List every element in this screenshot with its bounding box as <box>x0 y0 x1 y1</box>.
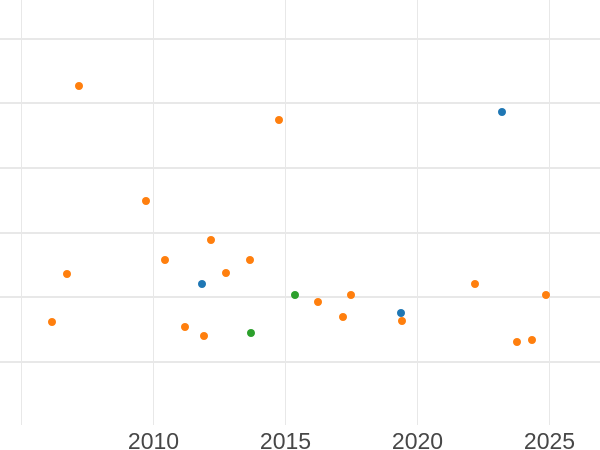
x-tick-label-2025: 2025 <box>523 428 576 450</box>
x-gridline-2015 <box>284 0 287 425</box>
orange-series-point <box>339 313 347 321</box>
orange-series-point <box>63 270 71 278</box>
x-gridline-2025 <box>548 0 551 425</box>
x-gridline-2010 <box>152 0 155 425</box>
x-tick-label-2020: 2020 <box>391 428 444 450</box>
orange-series-point <box>200 332 208 340</box>
orange-series-point <box>207 236 215 244</box>
blue-series-point <box>498 108 506 116</box>
orange-series-point <box>222 269 230 277</box>
blue-series-point <box>397 309 405 317</box>
green-series-point <box>291 291 299 299</box>
orange-series-point <box>471 280 479 288</box>
x-gridline-2005 <box>20 0 23 425</box>
orange-series-point <box>246 256 254 264</box>
orange-series-point <box>142 197 150 205</box>
orange-series-point <box>528 336 536 344</box>
x-gridline-2020 <box>416 0 419 425</box>
y-gridline-3 <box>0 232 600 234</box>
orange-series-point <box>398 317 406 325</box>
orange-series-point <box>275 116 283 124</box>
y-gridline-5 <box>0 361 600 363</box>
orange-series-point <box>314 298 322 306</box>
orange-series-point <box>347 291 355 299</box>
y-gridline-0 <box>0 38 600 40</box>
orange-series-point <box>161 256 169 264</box>
orange-series-point <box>181 323 189 331</box>
orange-series-point <box>542 291 550 299</box>
blue-series-point <box>198 280 206 288</box>
orange-series-point <box>75 82 83 90</box>
orange-series-point <box>48 318 56 326</box>
y-gridline-1 <box>0 102 600 104</box>
green-series-point <box>247 329 255 337</box>
y-gridline-2 <box>0 167 600 169</box>
y-gridline-4 <box>0 296 600 298</box>
x-tick-label-2010: 2010 <box>127 428 180 450</box>
x-tick-label-2015: 2015 <box>259 428 312 450</box>
orange-series-point <box>513 338 521 346</box>
